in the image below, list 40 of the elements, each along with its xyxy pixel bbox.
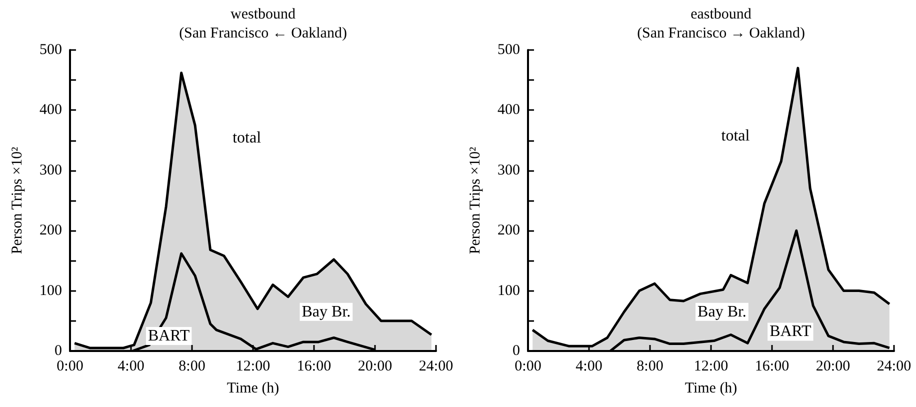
x-tick-label: 8:00	[636, 358, 664, 374]
y-tick-label: 0	[54, 343, 62, 359]
y-tick-label: 400	[40, 102, 62, 118]
y-tick-label: 0	[512, 343, 520, 359]
y-tick-label: 500	[498, 42, 520, 58]
y-axis-title: Person Trips ×10²	[10, 146, 26, 254]
x-tick-label: 16:00	[296, 358, 332, 374]
x-axis-title: Time (h)	[226, 380, 280, 396]
x-tick-label: 8:00	[178, 358, 206, 374]
annotation: BART	[148, 327, 190, 344]
x-tick-label: 4:00	[576, 358, 602, 374]
x-tick-label: 4:00	[118, 358, 144, 374]
y-tick-label: 300	[498, 162, 520, 178]
x-tick-label: 24:00	[876, 358, 912, 374]
y-tick-label: 500	[40, 42, 62, 58]
x-axis-title: Time (h)	[684, 380, 738, 396]
annotation: Bay Br.	[302, 303, 351, 320]
chart-subtitle: (San Francisco ← Oakland)	[179, 26, 347, 42]
x-tick-label: 20:00	[358, 358, 392, 374]
y-tick-label: 300	[40, 162, 62, 178]
x-tick-label: 12:00	[236, 358, 270, 374]
y-tick-label: 400	[498, 102, 520, 118]
y-tick-label: 200	[40, 222, 62, 239]
chart-title: westbound	[230, 6, 296, 22]
chart-title: eastbound	[690, 6, 752, 22]
annotation: total	[232, 129, 262, 146]
annotation: Bay Br.	[698, 303, 746, 320]
x-tick-label: 0:00	[514, 358, 542, 374]
y-axis-title: Person Trips ×10²	[468, 146, 484, 254]
x-tick-label: 0:00	[56, 358, 84, 374]
y-tick-label: 100	[498, 282, 520, 299]
x-tick-label: 20:00	[816, 358, 850, 374]
y-tick-label: 200	[498, 222, 520, 239]
y-tick-label: 100	[40, 282, 62, 299]
x-tick-label: 12:00	[694, 358, 728, 374]
x-tick-label: 24:00	[418, 358, 454, 374]
annotation: total	[721, 128, 750, 145]
chart-subtitle: (San Francisco → Oakland)	[637, 26, 805, 42]
x-tick-label: 16:00	[754, 358, 790, 374]
annotation: BART	[770, 323, 812, 340]
